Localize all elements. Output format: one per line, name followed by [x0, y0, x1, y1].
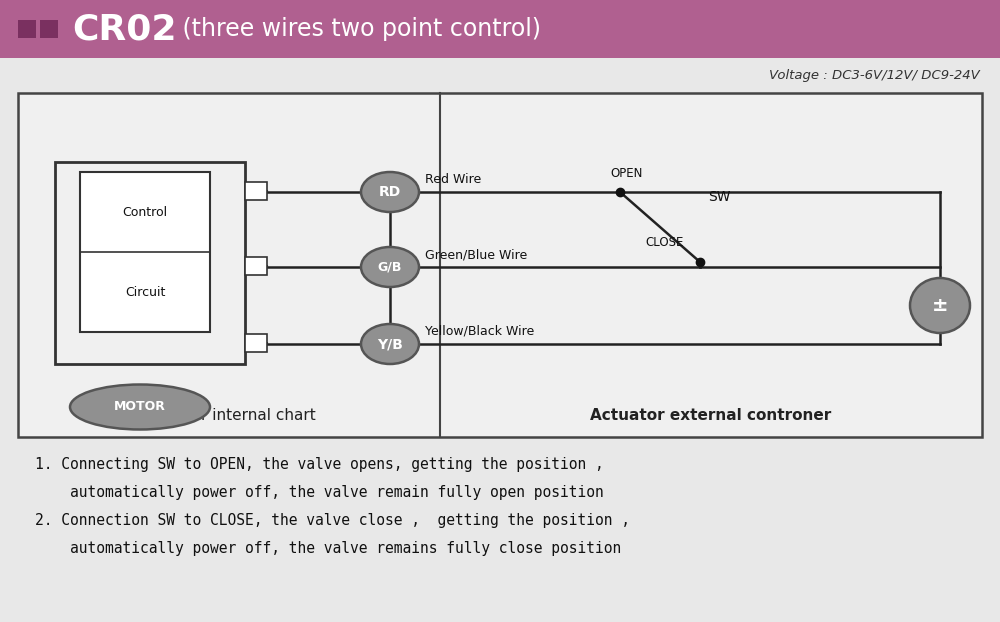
Text: Voltage : DC3-6V/12V/ DC9-24V: Voltage : DC3-6V/12V/ DC9-24V — [769, 70, 980, 83]
Bar — [245, 182, 267, 200]
Bar — [18, 20, 36, 38]
Ellipse shape — [361, 172, 419, 212]
Bar — [40, 20, 58, 38]
Text: Red Wire: Red Wire — [425, 173, 481, 186]
Text: Yellow/Black Wire: Yellow/Black Wire — [425, 325, 534, 338]
Bar — [18, 93, 982, 437]
Text: automatically power off, the valve remains fully close position: automatically power off, the valve remai… — [35, 541, 621, 556]
Text: automatically power off, the valve remain fully open position: automatically power off, the valve remai… — [35, 485, 604, 500]
Bar — [55, 162, 245, 364]
Text: OPEN: OPEN — [610, 167, 642, 180]
Text: CR02: CR02 — [72, 12, 176, 46]
Text: Actuator internal chart: Actuator internal chart — [142, 407, 316, 422]
Text: RD: RD — [379, 185, 401, 199]
Text: MOTOR: MOTOR — [114, 401, 166, 414]
Ellipse shape — [910, 278, 970, 333]
Text: SW: SW — [708, 190, 730, 204]
Bar — [245, 334, 267, 352]
Text: (three wires two point control): (three wires two point control) — [175, 17, 541, 41]
Bar — [245, 257, 267, 275]
Text: Control: Control — [122, 205, 168, 218]
Ellipse shape — [361, 324, 419, 364]
Text: ±: ± — [932, 296, 948, 315]
Bar — [80, 172, 210, 332]
Ellipse shape — [70, 384, 210, 430]
Text: CLOSE: CLOSE — [645, 236, 683, 249]
Text: 1. Connecting SW to OPEN, the valve opens, getting the position ,: 1. Connecting SW to OPEN, the valve open… — [35, 457, 604, 472]
Text: G/B: G/B — [378, 261, 402, 274]
Ellipse shape — [361, 247, 419, 287]
Text: 2. Connection SW to CLOSE, the valve close ,  getting the position ,: 2. Connection SW to CLOSE, the valve clo… — [35, 513, 630, 528]
Bar — [0, 0, 1000, 58]
Text: Y/B: Y/B — [377, 337, 403, 351]
Text: Circuit: Circuit — [125, 285, 165, 299]
Text: Actuator external controner: Actuator external controner — [590, 407, 832, 422]
Text: Green/Blue Wire: Green/Blue Wire — [425, 248, 527, 261]
